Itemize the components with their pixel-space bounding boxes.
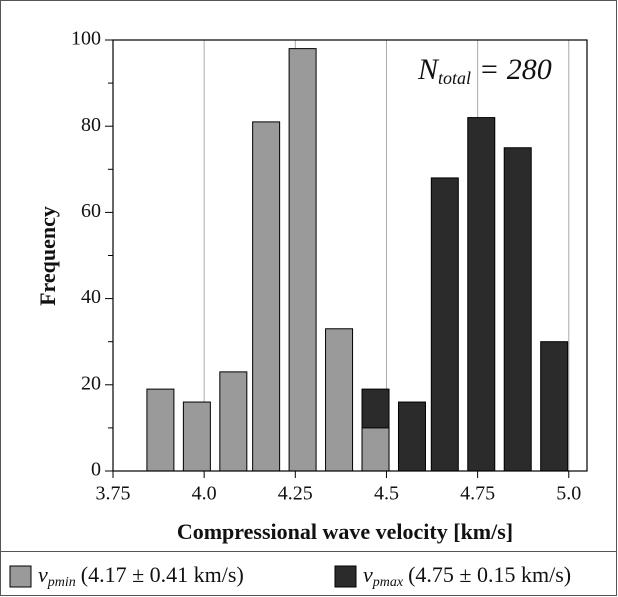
- bar: [540, 341, 569, 472]
- y-tick-label: 80: [81, 114, 101, 136]
- legend-swatch: [9, 565, 32, 588]
- legend-subscript: pmax: [372, 575, 404, 590]
- y-tick-label: 40: [81, 286, 101, 308]
- legend-label: vpmin (4.17 ± 0.41 km/s): [38, 562, 244, 590]
- x-tick-label: 5.0: [556, 483, 581, 505]
- bars: [146, 48, 569, 472]
- annotation-text: N: [417, 53, 440, 86]
- annotation: Ntotal = 280: [417, 53, 552, 88]
- y-axis-label: Frequency: [35, 206, 60, 306]
- legend-stats: (4.75 ± 0.15 km/s): [408, 562, 571, 587]
- legend-name: v: [363, 562, 373, 587]
- y-tick-label: 100: [71, 28, 101, 50]
- bar: [252, 121, 281, 472]
- legend-frame: [0, 551, 617, 596]
- legend-name: v: [38, 562, 48, 587]
- bar: [397, 401, 426, 472]
- x-tick-label: 4.75: [460, 483, 495, 505]
- legend-stats: (4.17 ± 0.41 km/s): [81, 562, 244, 587]
- bar: [146, 388, 175, 472]
- x-tick-label: 4.5: [374, 483, 399, 505]
- y-tick-label: 20: [81, 372, 101, 394]
- bar: [361, 427, 390, 472]
- bar: [182, 401, 211, 472]
- y-tick-label: 60: [81, 200, 101, 222]
- bar: [503, 147, 532, 472]
- x-tick-label: 3.75: [96, 483, 131, 505]
- plot-frame: [112, 39, 588, 472]
- annotation-rest: = 280: [479, 53, 552, 86]
- bar: [467, 117, 496, 472]
- bar: [430, 177, 459, 472]
- bar: [288, 48, 317, 472]
- bar: [325, 328, 354, 472]
- x-tick-label: 4.0: [192, 483, 217, 505]
- annotation-subscript: total: [438, 68, 471, 88]
- x-tick-label: 4.25: [278, 483, 313, 505]
- x-axis-label: Compressional wave velocity [km/s]: [177, 519, 513, 544]
- y-tick-label: 0: [91, 459, 101, 481]
- legend-label: vpmax (4.75 ± 0.15 km/s): [363, 562, 571, 590]
- legend-subscript: pmin: [47, 575, 76, 590]
- bar: [219, 371, 248, 472]
- axes: 3.75 4.0 4.25 4.5 4.75 5.0 0 20 40 60 80 100: [71, 28, 588, 505]
- legend-swatch: [334, 565, 357, 588]
